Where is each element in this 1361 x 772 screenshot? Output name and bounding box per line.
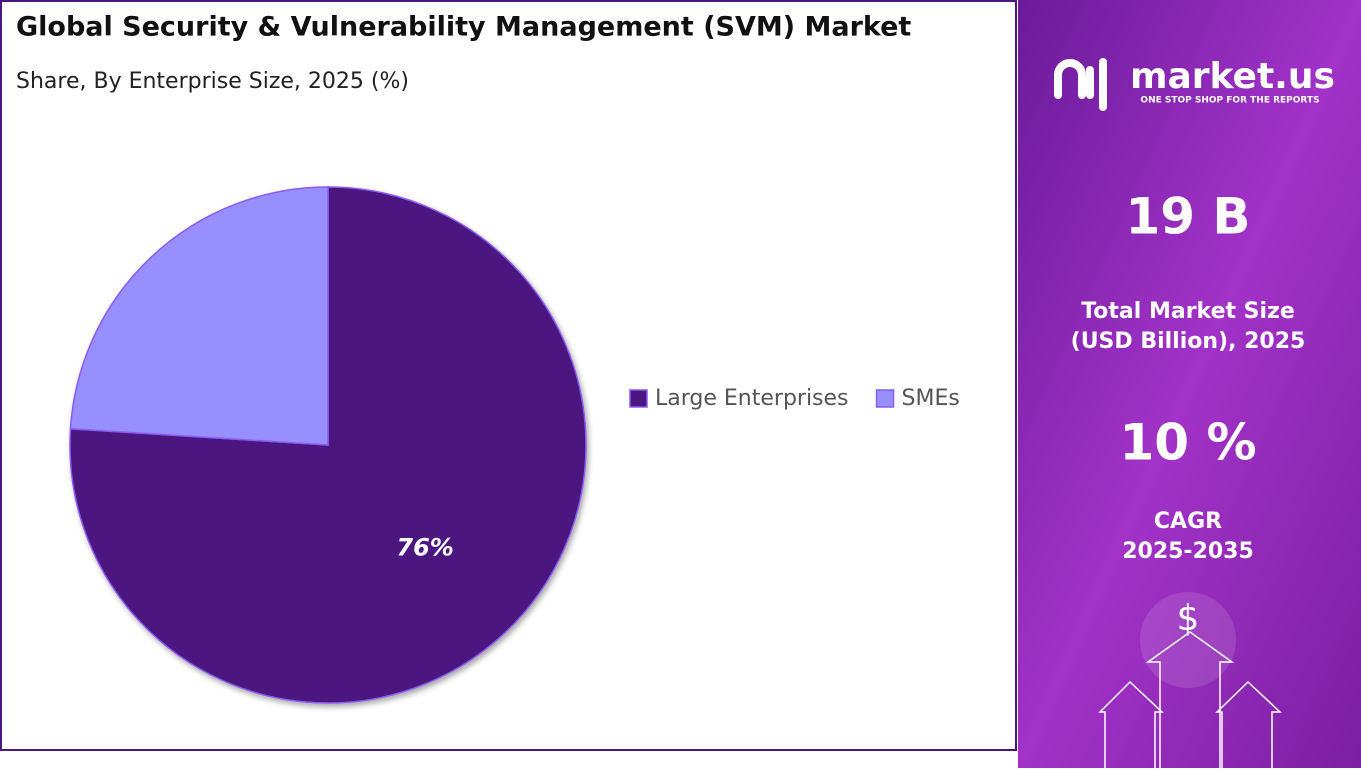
data-label: 76% [396, 533, 453, 561]
legend-swatch [875, 389, 895, 408]
pie-slice [69, 186, 587, 704]
brand-logo [1054, 58, 1107, 111]
chart-title: Global Security & Vulnerability Manageme… [16, 12, 911, 43]
icon-circle [1140, 592, 1236, 688]
side-panel [1018, 0, 1361, 768]
legend-swatch [629, 389, 648, 408]
arrows-decoration [1098, 631, 1282, 768]
cagr-label: 2025-2035 [1122, 539, 1254, 564]
pie-slice [69, 186, 329, 446]
legend-label: SMEs [902, 386, 960, 411]
brand: market.us [1130, 56, 1335, 97]
cagr-label: CAGR [1154, 509, 1222, 534]
tagline: ONE STOP SHOP FOR THE REPORTS [1140, 96, 1319, 106]
chart-subtitle: Share, By Enterprise Size, 2025 (%) [16, 69, 409, 94]
legend: Large Enterprises SMEs [629, 386, 960, 411]
legend-label: Large Enterprises [655, 386, 849, 411]
market-size-label: Total Market Size [1081, 299, 1295, 324]
market-size-label: (USD Billion), 2025 [1071, 329, 1306, 354]
pie [69, 186, 587, 704]
market-size: 19 B [1125, 188, 1250, 246]
cagr: 10 % [1119, 414, 1256, 472]
currency-icon: $ [1177, 598, 1200, 639]
